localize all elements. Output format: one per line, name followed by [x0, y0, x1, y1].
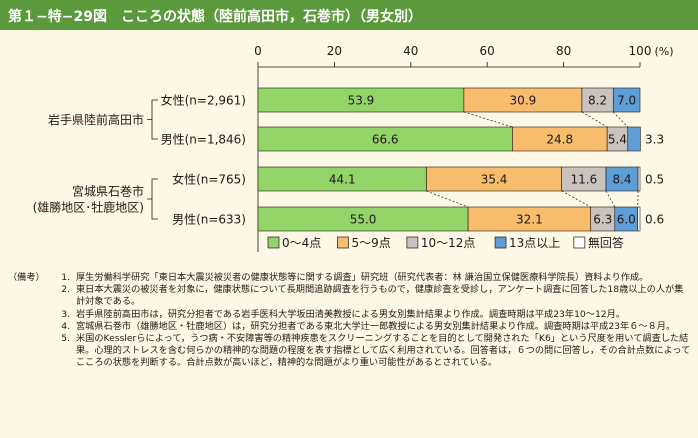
note-number: 4.: [61, 320, 70, 332]
legend-label: 5〜9点: [351, 236, 390, 250]
title-bar: 第１−特−29図 こころの状態（陸前高田市，石巻市）（男女別）: [0, 0, 698, 30]
bar-segment: [605, 166, 639, 192]
data-label: 44.1: [329, 173, 356, 187]
x-tick-label: 100: [629, 44, 652, 58]
data-label-outside: 0.6: [645, 213, 664, 227]
data-label: 8.4: [612, 173, 631, 187]
data-label: 35.4: [481, 173, 508, 187]
note-text: 米国のKesslerらによって，うつ病・不安障害等の精神疾患をスクリーニングする…: [76, 333, 691, 369]
legend-label: 13点以上: [509, 236, 560, 250]
data-label: 66.6: [372, 133, 399, 147]
legend-swatch: [267, 236, 280, 249]
legend-label: 0〜4点: [282, 236, 321, 250]
connector-line: [581, 111, 608, 128]
bar-segment: [612, 87, 641, 113]
bar-segment: [257, 206, 469, 232]
category-label: 男性(n=633): [172, 213, 246, 227]
connector-line: [605, 190, 616, 208]
bar-segment: [257, 87, 465, 113]
bar-segment: [561, 166, 607, 192]
bar-segment: [627, 126, 641, 152]
category-label: 女性(n=765): [172, 172, 246, 187]
legend-swatch: [494, 236, 507, 249]
data-label-outside: 0.5: [645, 173, 664, 187]
group-bracket: [147, 99, 158, 140]
data-label: 5.4: [608, 133, 627, 147]
notes: （備考） 1. 厚生労働科学研究「東日本大震災被災者の健康状態等に関する調査」研究班…: [8, 272, 692, 370]
bar-segment: [463, 87, 583, 113]
note-number: 5.: [61, 333, 70, 345]
note-prefix: [8, 284, 48, 308]
x-tick-label: 80: [556, 44, 571, 58]
data-label: 8.2: [588, 94, 607, 108]
bar-segment: [467, 206, 592, 232]
note-item: 3. 岩手県陸前高田市は，研究分担者である岩手医科大学坂田清美教授による男女別集計…: [8, 309, 692, 321]
note-item: 4. 宮城県石巻市（雄勝地区・牡鹿地区）は，研究分担者である東北大学辻一郎教授によ…: [8, 321, 692, 333]
data-label: 32.1: [516, 213, 543, 227]
note-item: 5. 米国のKesslerらによって，うつ病・不安障害等の精神疾患をスクリーニング…: [8, 333, 692, 370]
data-label: 30.9: [510, 94, 537, 108]
data-label: 53.9: [348, 94, 375, 108]
note-text: 東日本大震災の被災者を対象に，健康状態について長期間追跡調査を行うもので，健康診…: [76, 284, 684, 308]
bar-segment: [257, 166, 427, 192]
connector-line: [463, 111, 513, 128]
data-label: 24.8: [546, 133, 573, 147]
note-prefix: [8, 309, 48, 321]
legend-swatch: [337, 236, 349, 249]
connector-line: [426, 190, 469, 208]
bar-segment: [590, 206, 616, 232]
legend-swatch: [573, 236, 586, 249]
note-item: （備考） 1. 厚生労働科学研究「東日本大震災被災者の健康状態等に関する調査」研究班…: [8, 272, 692, 284]
connector-line: [561, 190, 591, 208]
x-axis-unit: (%): [654, 45, 673, 58]
stacked-bar-chart: 0 20 40 60 80 100 (%) 53.9 30.9 8.2 7.0 女性(n=2,961)…: [33, 44, 674, 252]
chart-title: 第１−特−29図 こころの状態（陸前高田市，石巻市）（男女別）: [8, 9, 422, 25]
note-text: 宮城県石巻市（雄勝地区・牡鹿地区）は，研究分担者である東北大学辻一郎教授による男…: [76, 320, 676, 332]
note-prefix: [8, 333, 48, 370]
note-number: 3.: [61, 308, 70, 320]
data-label: 6.3: [593, 213, 612, 227]
data-label: 55.0: [350, 213, 377, 227]
data-label: 11.6: [570, 173, 597, 187]
legend-label: 10〜12点: [421, 236, 476, 250]
data-label: 7.0: [617, 94, 636, 108]
note-number: 2.: [61, 284, 70, 296]
group-label: 岩手県陸前高田市: [48, 112, 144, 127]
note-prefix: （備考）: [8, 272, 45, 283]
group-bracket: [147, 178, 158, 220]
note-text: 岩手県陸前高田市は，研究分担者である岩手医科大学坂田清美教授による男女別集計結果…: [76, 308, 626, 320]
note-item: 2. 東日本大震災の被災者を対象に，健康状態について長期間追跡調査を行うもので，健…: [8, 284, 692, 308]
legend-swatch: [406, 236, 419, 249]
x-tick-label: 40: [403, 44, 418, 58]
note-text: 厚生労働科学研究「東日本大震災被災者の健康状態等に関する調査」研究班（研究代表者…: [76, 272, 649, 283]
legend-label: 無回答: [588, 235, 624, 250]
category-label: 男性(n=1,846): [161, 133, 246, 147]
bar-segment: [637, 166, 641, 192]
data-label: 6.0: [617, 213, 636, 227]
category-label: 女性(n=2,961): [161, 93, 246, 108]
data-label-outside: 3.3: [645, 133, 664, 147]
x-tick-label: 20: [327, 44, 342, 58]
bar-segment: [637, 206, 641, 232]
note-number: 1.: [61, 272, 70, 283]
x-tick-label: 0: [254, 44, 262, 58]
connector-line: [613, 111, 629, 128]
group-label: 宮城県石巻市: [72, 184, 144, 199]
x-tick-label: 60: [480, 44, 495, 58]
note-prefix: [8, 321, 48, 333]
group-label: (雄勝地区･牡鹿地区): [33, 200, 144, 215]
bar-segment: [512, 126, 608, 152]
